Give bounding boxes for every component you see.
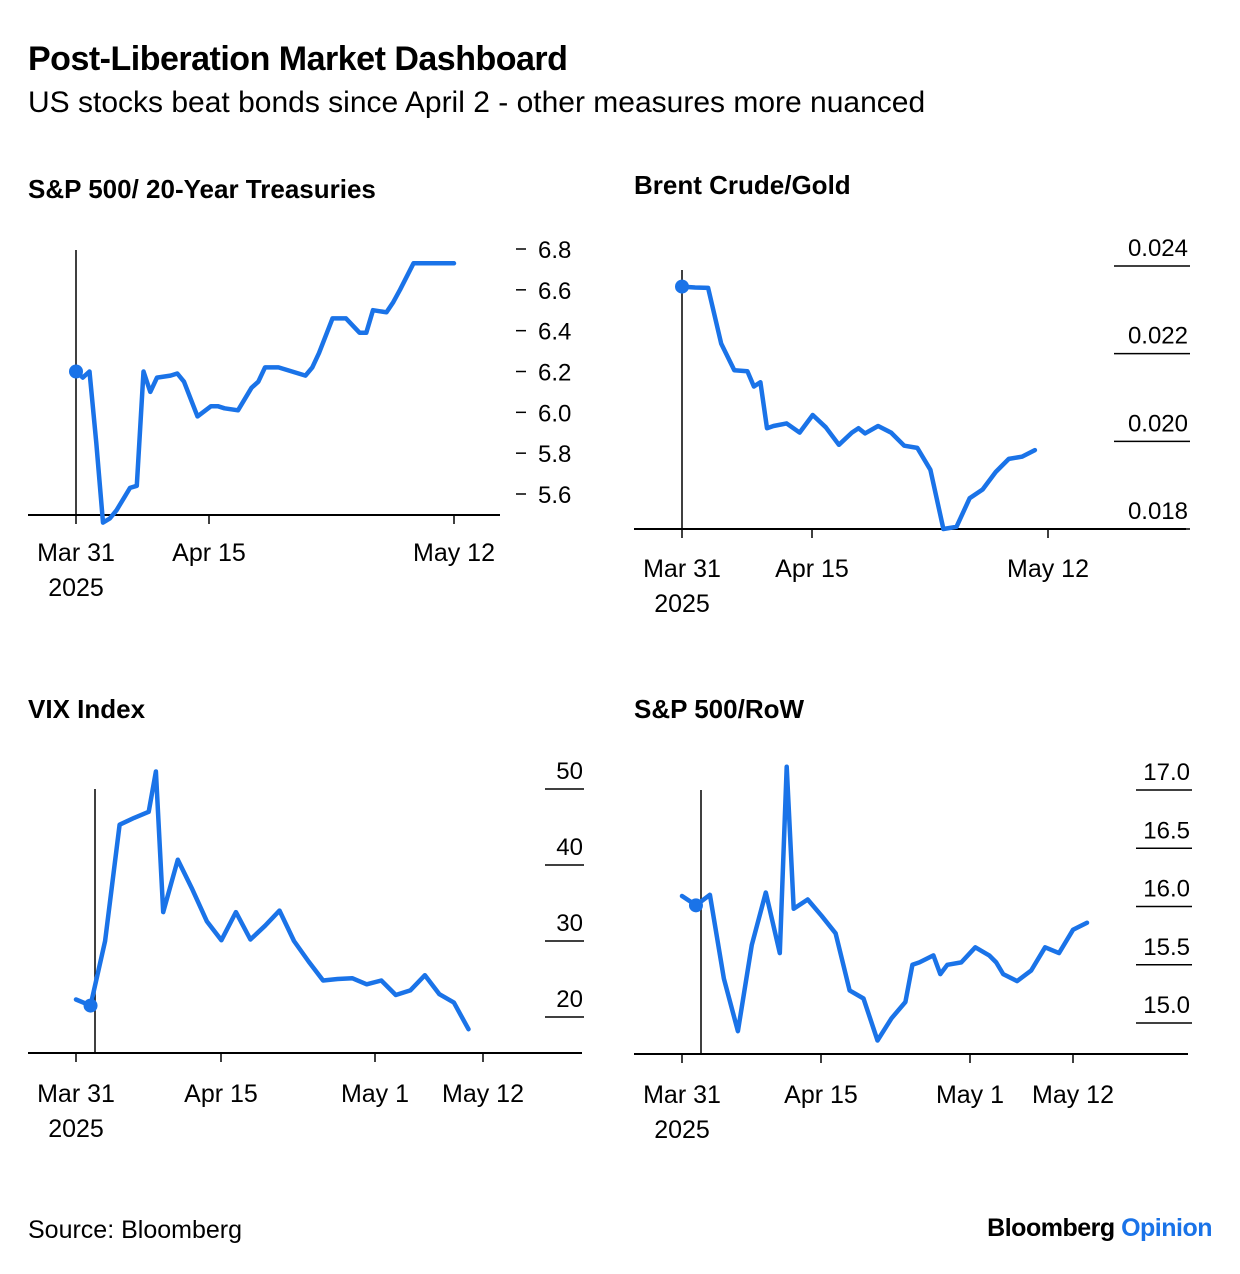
brand-main: Bloomberg	[987, 1214, 1115, 1242]
start-marker	[83, 998, 98, 1013]
y-tick-label: 16.0	[1143, 876, 1190, 903]
y-tick-label: 0.022	[1128, 323, 1188, 350]
x-tick-label: Apr 15	[775, 555, 849, 583]
y-tick-label: 15.5	[1143, 934, 1190, 961]
chart-brent_gold: 0.024 0.022 0.020 0.018 Mar 31 2025 Apr 15 May …	[634, 235, 1190, 618]
start-marker	[675, 279, 689, 294]
x-tick-label: May 1	[341, 1080, 409, 1108]
y-tick-label: 30	[556, 910, 583, 937]
source-note: Source: Bloomberg	[28, 1216, 243, 1244]
y-tick-label: 40	[556, 834, 583, 861]
x-tick-label: Mar 31	[643, 555, 721, 583]
start-marker	[688, 898, 703, 913]
x-tick-label: Mar 31	[643, 1081, 721, 1109]
series-line	[73, 261, 457, 525]
x-tick-label: May 12	[1032, 1081, 1114, 1109]
y-tick-label: 0.018	[1128, 498, 1188, 525]
brand-accent: Opinion	[1121, 1214, 1212, 1242]
series-line	[73, 769, 471, 1032]
x-tick-label: Apr 15	[184, 1080, 258, 1108]
y-tick-label: 6.8	[538, 237, 571, 264]
brand-logo: Bloomberg Opinion	[987, 1214, 1212, 1243]
chart-spx_row: 17.0 16.5 16.0 15.5 15.0 Mar 31 2025 Apr 15 May …	[634, 759, 1192, 1144]
y-tick-label: 17.0	[1143, 759, 1190, 786]
chart-title-vix: VIX Index	[28, 694, 146, 724]
x-tick-label: May 1	[936, 1081, 1004, 1109]
x-tick-label: Mar 31	[37, 539, 115, 567]
x-tick-label: May 12	[413, 539, 495, 567]
x-tick-label: 2025	[48, 1115, 104, 1143]
x-tick-label: May 12	[1007, 555, 1089, 583]
series-line	[679, 764, 1090, 1043]
x-tick-label: 2025	[48, 574, 104, 602]
y-tick-label: 0.020	[1128, 410, 1188, 437]
page-title: Post-Liberation Market Dashboard	[28, 40, 568, 78]
x-tick-label: Mar 31	[37, 1080, 115, 1108]
x-tick-label: 2025	[654, 590, 710, 618]
y-tick-label: 0.024	[1128, 235, 1188, 262]
y-tick-label: 50	[556, 758, 583, 785]
series-line	[679, 284, 1038, 532]
chart-title-brent-gold: Brent Crude/Gold	[634, 170, 851, 200]
start-marker	[69, 364, 83, 379]
x-tick-label: Apr 15	[172, 539, 246, 567]
y-tick-label: 15.0	[1143, 992, 1190, 1019]
chart-title-spx-tlt: S&P 500/ 20-Year Treasuries	[28, 174, 376, 204]
page-subtitle: US stocks beat bonds since April 2 - oth…	[28, 86, 926, 119]
y-tick-label: 5.6	[538, 482, 571, 509]
chart-title-spx-row: S&P 500/RoW	[634, 694, 805, 724]
x-tick-label: 2025	[654, 1116, 710, 1144]
y-tick-label: 16.5	[1143, 817, 1190, 844]
y-tick-label: 6.0	[538, 400, 571, 427]
x-tick-label: May 12	[442, 1080, 524, 1108]
y-tick-label: 6.6	[538, 278, 571, 305]
y-tick-label: 5.8	[538, 441, 571, 468]
chart-spx_tlt: 6.8 6.6 6.4 6.2 6.0 5.8 5.6 Mar 31 2025 Apr 15 May…	[28, 237, 571, 602]
x-tick-label: Apr 15	[784, 1081, 858, 1109]
y-tick-label: 6.2	[538, 360, 571, 387]
y-tick-label: 20	[556, 986, 583, 1013]
chart-vix: 50 40 30 20 Mar 31 2025 Apr 15 May 1 May 12	[28, 758, 584, 1143]
y-tick-label: 6.4	[538, 319, 571, 346]
